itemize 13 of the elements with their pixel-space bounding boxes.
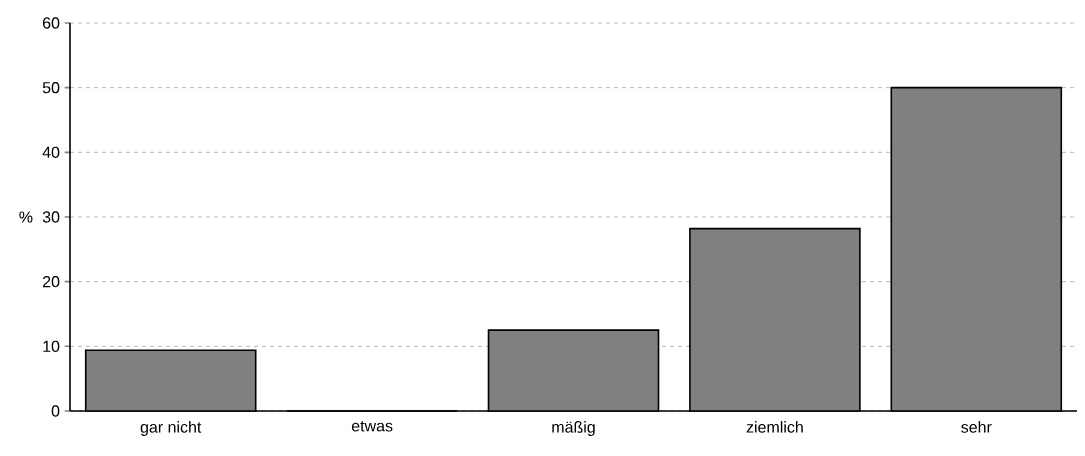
x-tick-label: sehr	[961, 421, 992, 433]
x-tick-label: etwas	[351, 421, 393, 432]
y-tick-label: 20	[42, 276, 60, 288]
y-tick-label: 60	[42, 17, 60, 29]
y-tick-label: 40	[42, 146, 60, 158]
x-tick-label: mäßig	[552, 421, 595, 436]
y-tick-label: 0	[51, 405, 60, 417]
y-tick-label: 30	[42, 211, 60, 223]
y-axis-title: %	[19, 211, 33, 223]
y-tick-label: 50	[42, 82, 60, 94]
y-tick-label: 10	[43, 340, 60, 352]
x-tick-label: ziemlich	[746, 421, 803, 433]
x-tick-label: gar nicht	[140, 421, 202, 436]
